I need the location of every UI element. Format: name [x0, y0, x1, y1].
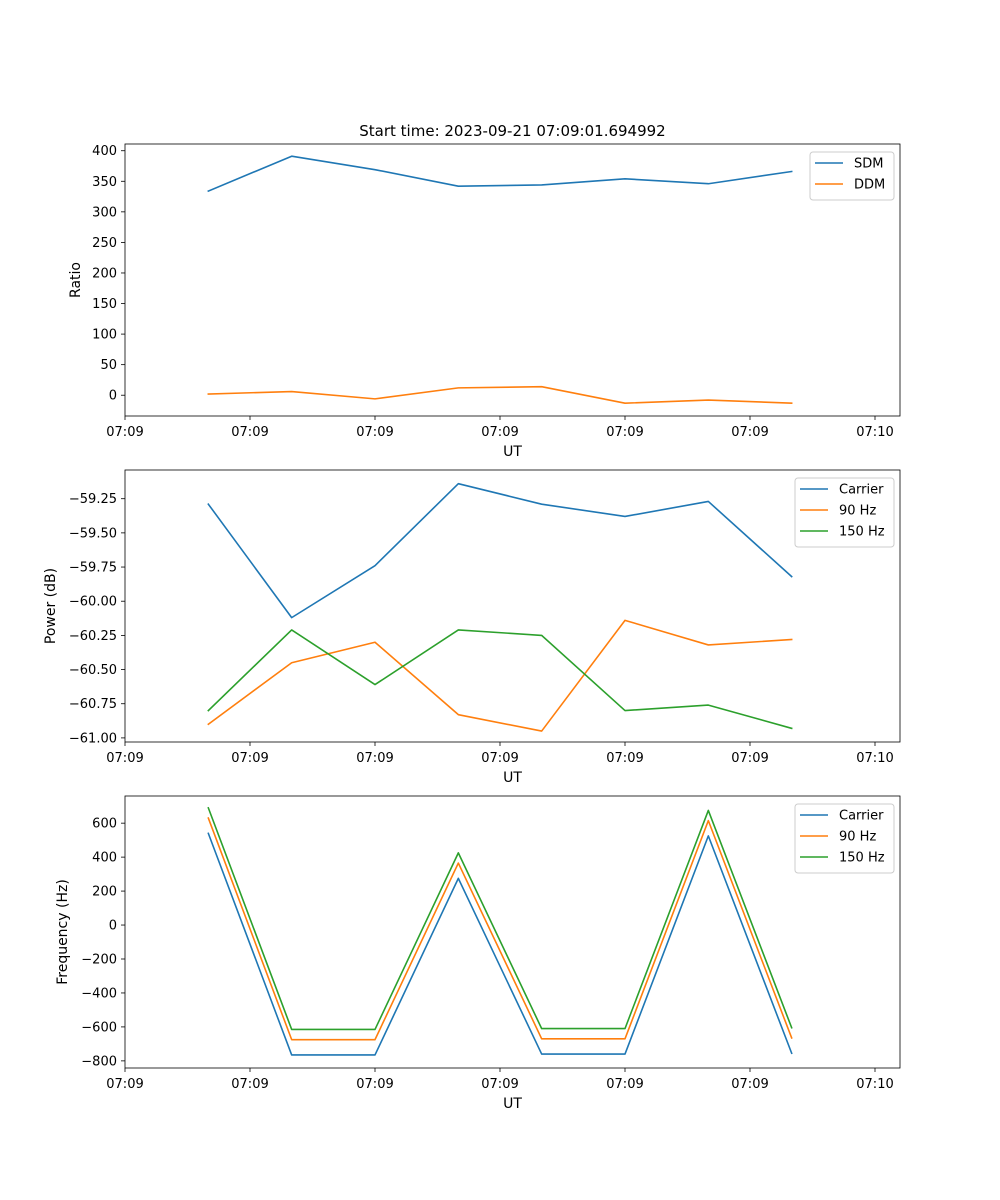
x-tick-label: 07:09: [606, 425, 643, 440]
y-tick-label: 400: [92, 144, 117, 159]
x-tick-label: 07:09: [356, 751, 393, 766]
x-tick-label: 07:09: [731, 1077, 768, 1092]
y-tick-label: −800: [81, 1054, 117, 1069]
legend-label-carrier: Carrier: [839, 809, 884, 824]
y-tick-label: −60.00: [69, 595, 117, 610]
legend-label-ddm: DDM: [854, 178, 885, 193]
legend-label-90-hz: 90 Hz: [839, 504, 876, 519]
x-tick-label: 07:09: [106, 425, 143, 440]
legend: Carrier 90 Hz 150 Hz: [794, 477, 895, 548]
power-chart: 07:09 07:09 07:09 07:09 07:09 07:09 07:10 −59.…: [43, 469, 901, 786]
y-axis-label: Ratio: [68, 262, 84, 298]
y-tick-label: 0: [109, 919, 117, 934]
y-tick-label: 200: [92, 885, 117, 900]
x-tick-label: 07:09: [231, 751, 268, 766]
y-tick-label: −60.50: [69, 663, 117, 678]
y-tick-label: 200: [92, 266, 117, 281]
y-tick-label: 150: [92, 297, 117, 312]
plot-area-frame: [124, 143, 901, 417]
y-tick-label: 600: [92, 817, 117, 832]
y-tick-label: −59.25: [69, 492, 117, 507]
y-axis-label: Power (dB): [43, 568, 59, 644]
y-tick-label: −400: [81, 986, 117, 1001]
y-tick-label: 250: [92, 236, 117, 251]
x-tick-label: 07:09: [356, 425, 393, 440]
x-axis-label: UT: [503, 1096, 522, 1112]
y-tick-label: −61.00: [69, 731, 117, 746]
x-tick-label: 07:09: [481, 425, 518, 440]
x-tick-label: 07:09: [481, 751, 518, 766]
x-tick-label: 07:09: [731, 751, 768, 766]
legend-label-sdm: SDM: [854, 157, 883, 172]
ratio-chart: 07:09 07:09 07:09 07:09 07:09 07:09 07:10 400 3…: [68, 143, 901, 460]
series-line-150-hz: [207, 629, 793, 730]
x-tick-label: 07:09: [606, 751, 643, 766]
y-tick-label: 300: [92, 205, 117, 220]
y-tick-label: −200: [81, 952, 117, 967]
x-tick-label: 07:10: [856, 751, 893, 766]
x-tick-label: 07:10: [856, 425, 893, 440]
x-tick-label: 07:09: [231, 1077, 268, 1092]
y-tick-label: −59.50: [69, 526, 117, 541]
y-tick-label: −60.25: [69, 629, 117, 644]
legend-frame: [809, 151, 895, 201]
x-tick-label: 07:09: [106, 751, 143, 766]
chart-title: Start time: 2023-09-21 07:09:01.694992: [359, 122, 665, 140]
y-tick-label: 50: [100, 358, 117, 373]
series-line-ddm: [207, 385, 793, 404]
y-tick-label: 100: [92, 328, 117, 343]
legend-label-150-hz: 150 Hz: [839, 851, 885, 866]
legend: Carrier 90 Hz 150 Hz: [794, 803, 895, 874]
x-tick-label: 07:09: [106, 1077, 143, 1092]
legend-frame: [794, 477, 895, 548]
y-tick-label: 400: [92, 851, 117, 866]
x-tick-label: 07:09: [731, 425, 768, 440]
series-line-90-hz: [207, 619, 793, 732]
x-axis-label: UT: [503, 770, 522, 786]
legend-frame: [794, 803, 895, 874]
legend-label-90-hz: 90 Hz: [839, 830, 876, 845]
y-tick-label: −600: [81, 1020, 117, 1035]
legend-label-carrier: Carrier: [839, 483, 884, 498]
x-tick-label: 07:09: [606, 1077, 643, 1092]
x-tick-label: 07:09: [231, 425, 268, 440]
plot-area-frame: [124, 469, 901, 743]
y-tick-label: 0: [109, 389, 117, 404]
series-line-90-hz: [207, 817, 793, 1041]
legend-label-150-hz: 150 Hz: [839, 525, 885, 540]
x-tick-label: 07:09: [356, 1077, 393, 1092]
frequency-chart: 07:09 07:09 07:09 07:09 07:09 07:09 07:10 600 4…: [55, 795, 901, 1112]
series-line-carrier: [207, 482, 793, 619]
x-tick-label: 07:10: [856, 1077, 893, 1092]
series-line-sdm: [207, 155, 793, 193]
y-axis-label: Frequency (Hz): [55, 879, 71, 985]
x-axis-label: UT: [503, 444, 522, 460]
y-tick-label: −59.75: [69, 561, 117, 576]
y-tick-label: 350: [92, 175, 117, 190]
series-line-carrier: [207, 832, 793, 1056]
x-tick-label: 07:09: [481, 1077, 518, 1092]
series-line-150-hz: [207, 806, 793, 1031]
y-tick-label: −60.75: [69, 697, 117, 712]
legend: SDM DDM: [809, 151, 895, 201]
plot-area-frame: [124, 795, 901, 1069]
